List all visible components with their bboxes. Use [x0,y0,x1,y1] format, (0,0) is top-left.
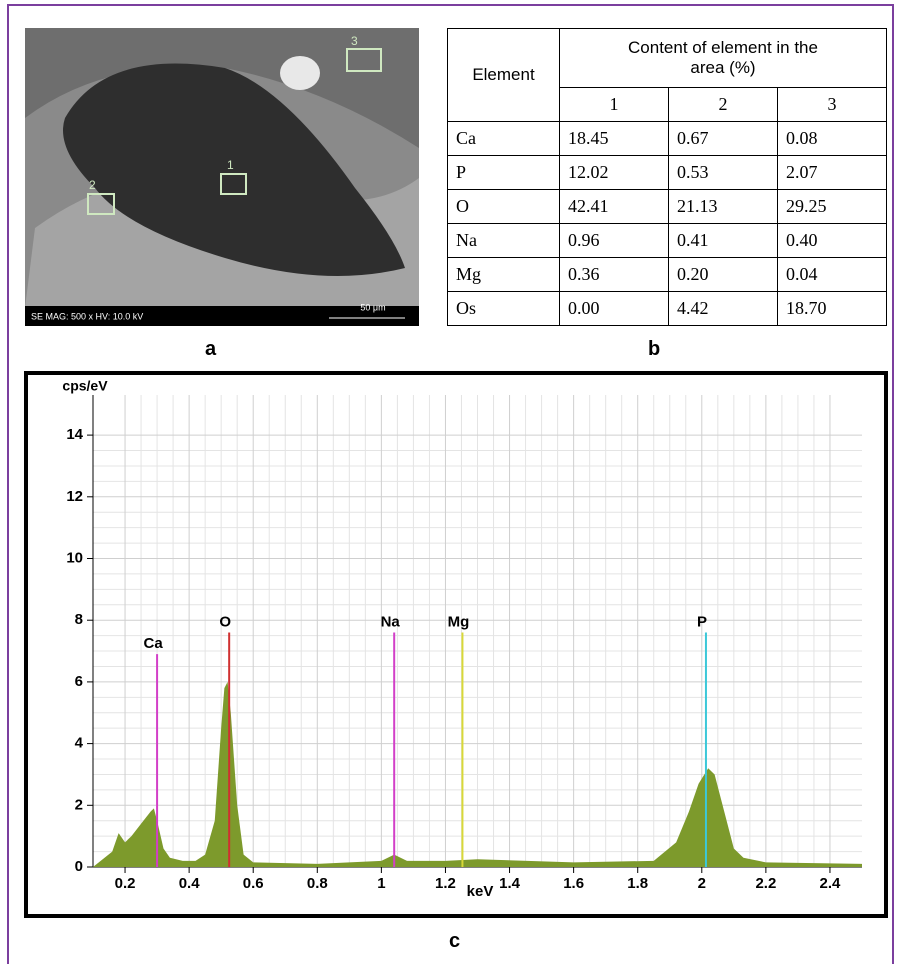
x-tick-label: 0.2 [115,875,136,892]
caption: c [449,930,461,952]
area-label: 2 [89,178,96,192]
header-cell: Element [447,28,560,122]
y-tick-label: 10 [66,549,83,566]
element-label: O [219,614,231,631]
y-tick-label: 8 [75,611,83,628]
table-cell: 21.13 [667,188,778,224]
table-cell: 12.02 [559,154,669,190]
table-cell: 4.42 [667,290,778,327]
x-tick-label: 1.8 [627,875,648,892]
x-tick-label: 1 [377,875,385,892]
table-cell: Na [447,222,560,258]
table-cell: Os [447,290,560,327]
texture [25,28,419,148]
header-text: Content of element in the area (%) [628,37,818,77]
area-label: 1 [227,158,234,172]
table-cell: 0.36 [559,256,669,292]
table-cell: Mg [447,256,560,292]
element-label: P [697,614,707,631]
table-row: O 42.41 21.13 29.25 [447,188,888,224]
frame-border [7,4,894,964]
table: Element Content of element in the area (… [447,28,888,327]
caption: a [205,338,217,360]
element-label: Ca [143,635,163,652]
table-row: Mg 0.36 0.20 0.04 [447,256,888,292]
table-cell: 0.00 [559,290,669,327]
x-tick-label: 1.4 [499,875,521,892]
table-cell: 18.45 [559,120,669,156]
table-cell: 2.07 [776,154,888,190]
chart-border [24,371,888,918]
table-cell: 42.41 [559,188,669,224]
sub-cell: 1 [559,86,669,122]
table-row: P 12.02 0.53 2.07 [447,154,888,190]
table-cell: 0.40 [776,222,888,258]
y-tick-label: 6 [75,673,83,690]
x-tick-label: 0.8 [307,875,328,892]
table-cell: 0.08 [776,120,888,156]
table-row: Os 0.00 4.42 18.70 [447,290,888,327]
y-tick-label: 2 [75,796,83,813]
element-label: Na [381,614,401,631]
chart: 0 2 4 6 8 10 12 14 0.2 0.4 0.6 0.8 1 1.2 1.4 1.6 1.8 2 2.2… [24,371,888,918]
area-box [220,173,247,195]
inclusion [63,63,405,276]
area-box [346,48,382,72]
x-tick-label: 1.2 [435,875,456,892]
x-axis-label: keV [467,883,494,900]
area-box [87,193,115,215]
caption: b [648,338,661,360]
table-cell: O [447,188,560,224]
table-row: Na 0.96 0.41 0.40 [447,222,888,258]
y-tick-label: 0 [75,858,83,875]
x-tick-label: 1.6 [563,875,584,892]
pore [280,56,320,90]
header-cell: Content of element in the area (%) [559,28,887,88]
y-tick-label: 4 [75,735,84,752]
sub-cell: 2 [667,86,778,122]
table-cell: 18.70 [776,290,888,327]
spectrum-area [93,681,862,867]
scale-label: 50 μm [360,302,385,312]
table-cell: P [447,154,560,190]
x-tick-label: 2.2 [755,875,776,892]
table-row: Ca 18.45 0.67 0.08 [447,120,888,156]
table-cell: 29.25 [776,188,888,224]
info-bar [25,306,419,326]
image-info: SE MAG: 500 x HV: 10.0 kV [31,311,143,321]
area-label: 3 [351,34,358,48]
table-body: Ca 18.45 0.67 0.08 P 12.02 0.53 2.07 O 42.41 21.13… [447,120,888,327]
table-cell: 0.20 [667,256,778,292]
x-tick-label: 0.6 [243,875,264,892]
sem-image: 1 2 3 SE MAG: 500 x HV: 10.0 kV 50 μm [25,28,419,326]
x-tick-label: 2 [698,875,706,892]
element-label: Mg [448,614,470,631]
sub-cell: 3 [776,86,888,122]
table-cell: 0.53 [667,154,778,190]
x-tick-label: 0.4 [179,875,201,892]
y-axis-label: cps/eV [62,378,108,394]
y-tick-label: 14 [66,426,83,443]
table-cell: 0.96 [559,222,669,258]
table-cell: Ca [447,120,560,156]
table-cell: 0.67 [667,120,778,156]
table-cell: 0.04 [776,256,888,292]
y-tick-label: 12 [66,488,83,505]
table-cell: 0.41 [667,222,778,258]
x-tick-label: 2.4 [820,875,842,892]
